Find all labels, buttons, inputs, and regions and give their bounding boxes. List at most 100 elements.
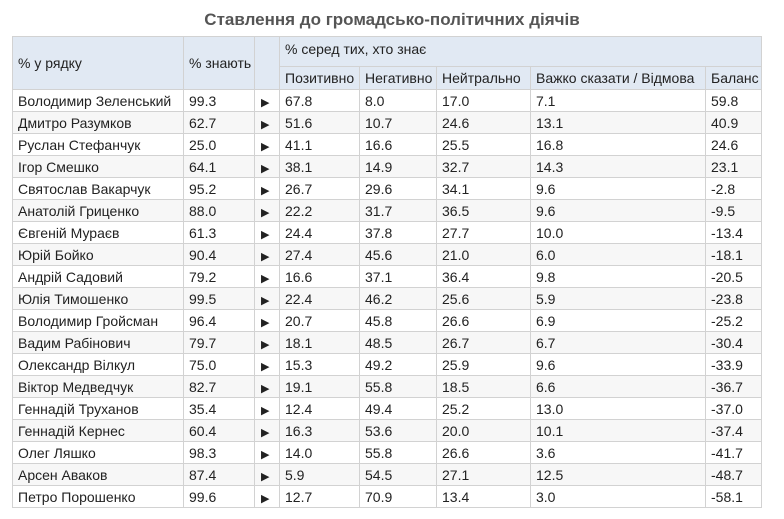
cell-balance: -18.1	[705, 243, 762, 266]
cell-neutral: 25.5	[436, 133, 531, 156]
arrow-icon: ▶	[254, 375, 280, 398]
table-row: Володимир Гройсман 96.4 ▶ 20.7 45.8 26.6 6.9 -2…	[12, 309, 762, 332]
arrow-icon: ▶	[254, 111, 280, 134]
cell-negative: 55.8	[359, 375, 437, 398]
arrow-icon: ▶	[254, 287, 280, 310]
table-body: Володимир Зеленський 99.3 ▶ 67.8 8.0 17.0 7.1 5…	[12, 89, 762, 508]
arrow-icon-glyph: ▶	[261, 118, 270, 131]
cell-name: Арсен Аваков	[12, 463, 184, 486]
cell-hard-to-say: 9.6	[530, 177, 706, 200]
arrow-icon: ▶	[254, 485, 280, 508]
header-negative: Негативно	[359, 66, 437, 90]
cell-positive: 12.4	[279, 397, 360, 420]
table-title: Ставлення до громадсько-політичних діячі…	[204, 10, 580, 29]
arrow-icon: ▶	[254, 331, 280, 354]
cell-positive: 16.6	[279, 265, 360, 288]
cell-balance: 23.1	[705, 155, 762, 178]
arrow-icon-glyph: ▶	[261, 228, 270, 241]
cell-neutral: 26.7	[436, 331, 531, 354]
cell-balance: -25.2	[705, 309, 762, 332]
cell-neutral: 20.0	[436, 419, 531, 442]
arrow-icon-glyph: ▶	[261, 360, 270, 373]
arrow-icon-glyph: ▶	[261, 162, 270, 175]
arrow-icon-glyph: ▶	[261, 470, 270, 483]
arrow-icon: ▶	[254, 353, 280, 376]
cell-neutral: 24.6	[436, 111, 531, 134]
table-row: Юлія Тимошенко 99.5 ▶ 22.4 46.2 25.6 5.9 -23.8	[12, 287, 762, 310]
cell-name: Геннадій Труханов	[12, 397, 184, 420]
cell-balance: -33.9	[705, 353, 762, 376]
cell-know: 79.7	[183, 331, 255, 354]
cell-negative: 54.5	[359, 463, 437, 486]
cell-neutral: 13.4	[436, 485, 531, 508]
arrow-icon-glyph: ▶	[261, 448, 270, 461]
arrow-icon-glyph: ▶	[261, 96, 270, 109]
arrow-icon-glyph: ▶	[261, 492, 270, 505]
cell-name: Андрій Садовий	[12, 265, 184, 288]
cell-neutral: 21.0	[436, 243, 531, 266]
cell-know: 98.3	[183, 441, 255, 464]
table-header: % у рядку % знають % серед тих, хто знає…	[12, 36, 762, 90]
cell-positive: 20.7	[279, 309, 360, 332]
cell-hard-to-say: 6.6	[530, 375, 706, 398]
cell-positive: 26.7	[279, 177, 360, 200]
cell-positive: 19.1	[279, 375, 360, 398]
cell-positive: 18.1	[279, 331, 360, 354]
arrow-icon-glyph: ▶	[261, 338, 270, 351]
cell-neutral: 17.0	[436, 89, 531, 112]
cell-negative: 45.8	[359, 309, 437, 332]
arrow-icon-glyph: ▶	[261, 382, 270, 395]
arrow-icon-glyph: ▶	[261, 294, 270, 307]
cell-negative: 31.7	[359, 199, 437, 222]
cell-hard-to-say: 3.6	[530, 441, 706, 464]
cell-know: 25.0	[183, 133, 255, 156]
cell-neutral: 26.6	[436, 309, 531, 332]
arrow-icon: ▶	[254, 177, 280, 200]
cell-positive: 22.2	[279, 199, 360, 222]
cell-balance: 40.9	[705, 111, 762, 134]
cell-neutral: 34.1	[436, 177, 531, 200]
cell-know: 90.4	[183, 243, 255, 266]
cell-neutral: 27.7	[436, 221, 531, 244]
header-row-percent: % у рядку	[12, 36, 184, 90]
arrow-icon-glyph: ▶	[261, 316, 270, 329]
table-row: Вадим Рабінович 79.7 ▶ 18.1 48.5 26.7 6.7 -30.4	[12, 331, 762, 354]
cell-hard-to-say: 13.1	[530, 111, 706, 134]
ratings-table: % у рядку % знають % серед тих, хто знає…	[12, 36, 762, 508]
cell-know: 82.7	[183, 375, 255, 398]
cell-hard-to-say: 16.8	[530, 133, 706, 156]
cell-positive: 27.4	[279, 243, 360, 266]
cell-know: 61.3	[183, 221, 255, 244]
cell-neutral: 27.1	[436, 463, 531, 486]
cell-know: 88.0	[183, 199, 255, 222]
cell-know: 95.2	[183, 177, 255, 200]
table-row: Юрій Бойко 90.4 ▶ 27.4 45.6 21.0 6.0 -18.1	[12, 243, 762, 266]
cell-know: 62.7	[183, 111, 255, 134]
cell-positive: 22.4	[279, 287, 360, 310]
cell-negative: 49.2	[359, 353, 437, 376]
cell-name: Олександр Вілкул	[12, 353, 184, 376]
table-row: Дмитро Разумков 62.7 ▶ 51.6 10.7 24.6 13.1 40.9	[12, 111, 762, 134]
cell-name: Анатолій Гриценко	[12, 199, 184, 222]
cell-positive: 41.1	[279, 133, 360, 156]
cell-know: 96.4	[183, 309, 255, 332]
cell-balance: -58.1	[705, 485, 762, 508]
arrow-icon: ▶	[254, 419, 280, 442]
arrow-icon: ▶	[254, 265, 280, 288]
cell-hard-to-say: 9.6	[530, 199, 706, 222]
cell-negative: 70.9	[359, 485, 437, 508]
table-row: Олег Ляшко 98.3 ▶ 14.0 55.8 26.6 3.6 -41.7	[12, 441, 762, 464]
header-arrow-spacer	[254, 36, 280, 90]
cell-hard-to-say: 7.1	[530, 89, 706, 112]
cell-negative: 29.6	[359, 177, 437, 200]
cell-hard-to-say: 5.9	[530, 287, 706, 310]
arrow-icon: ▶	[254, 89, 280, 112]
cell-balance: -41.7	[705, 441, 762, 464]
cell-negative: 49.4	[359, 397, 437, 420]
cell-positive: 5.9	[279, 463, 360, 486]
cell-hard-to-say: 10.1	[530, 419, 706, 442]
arrow-icon: ▶	[254, 309, 280, 332]
cell-balance: -30.4	[705, 331, 762, 354]
arrow-icon-glyph: ▶	[261, 140, 270, 153]
cell-know: 64.1	[183, 155, 255, 178]
